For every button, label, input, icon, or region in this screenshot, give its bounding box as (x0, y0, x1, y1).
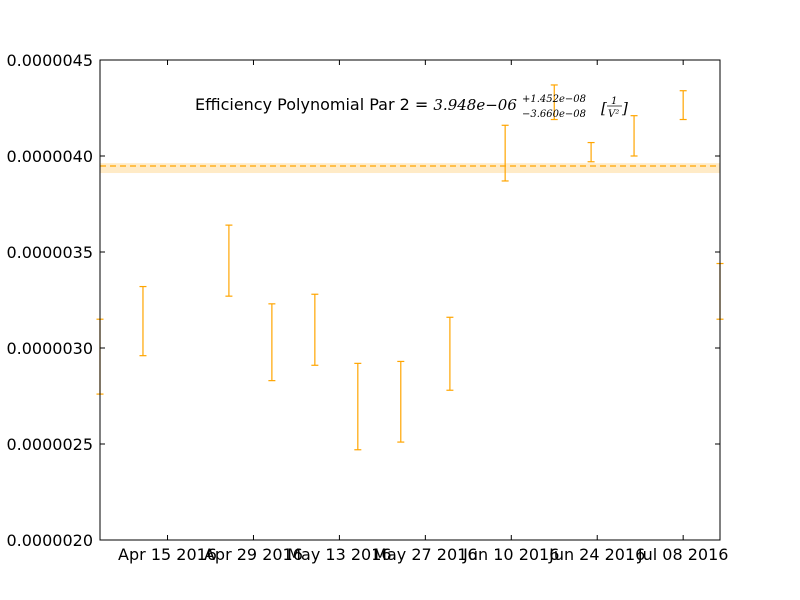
error-bar (446, 316, 454, 391)
annotation-unit-open: [ (601, 99, 607, 117)
error-bar (501, 124, 509, 182)
fit-layer (100, 163, 720, 174)
annotation-value: 3.948e−06 (433, 96, 517, 114)
x-tick-label: May 13 2016 (287, 545, 391, 564)
error-bar (311, 293, 319, 366)
plot-frame (99, 59, 721, 541)
error-bar (679, 90, 687, 121)
error-bar (354, 362, 362, 451)
error-bar (397, 360, 405, 443)
error-bar (630, 115, 638, 157)
error-bar (139, 285, 147, 357)
annotation-sup: +1.452e−08 (522, 94, 586, 105)
annotation-unit-num: 1 (611, 96, 617, 107)
x-tick-label: Apr 29 2016 (204, 545, 303, 564)
annotation-unit-den: V² (608, 109, 619, 120)
fit-annotation: Efficiency Polynomial Par 2 = 3.948e−06 (195, 95, 517, 114)
annotation-unit-close: ] (621, 99, 628, 117)
annotation-prefix: Efficiency Polynomial Par 2 = (195, 95, 433, 114)
x-tick-label: May 27 2016 (373, 545, 477, 564)
y-tick-label: 0.0000045 (6, 51, 93, 70)
y-tick-label: 0.0000040 (6, 147, 93, 166)
y-tick-label: 0.0000020 (6, 531, 93, 550)
fit-uncertainty-band (100, 163, 720, 174)
axis-ticks (100, 59, 720, 541)
x-tick-label: Jun 10 2016 (462, 545, 559, 564)
y-tick-labels: 0.0000020 0.0000025 0.0000030 0.0000035 0.00… (6, 51, 93, 550)
y-tick-label: 0.0000030 (6, 339, 93, 358)
x-tick-label: Apr 15 2016 (118, 545, 217, 564)
x-tick-label: Jul 08 2016 (637, 545, 729, 564)
y-tick-label: 0.0000025 (6, 435, 93, 454)
y-tick-label: 0.0000035 (6, 243, 93, 262)
x-tick-label: Jun 24 2016 (548, 545, 645, 564)
error-bar (268, 303, 276, 382)
error-bar (587, 141, 595, 163)
error-bar (225, 224, 233, 297)
data-points (96, 84, 724, 451)
error-bar (550, 84, 558, 121)
annotation-sub: −3.660e−08 (522, 109, 586, 120)
